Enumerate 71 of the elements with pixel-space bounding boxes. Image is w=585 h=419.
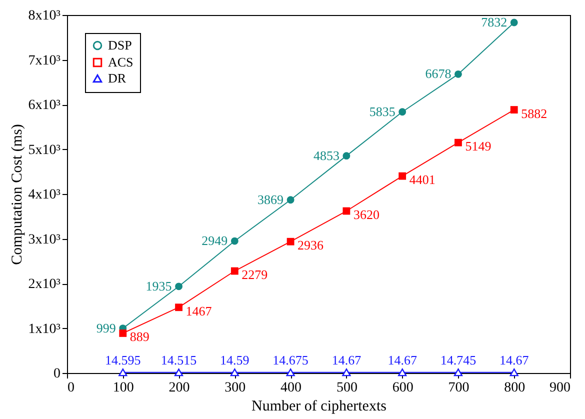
data-label: 14.515 [160,352,197,368]
x-tick-label: 800 [504,380,526,396]
x-axis-title: Number of ciphertexts [252,398,387,414]
point [342,207,350,215]
point [286,238,294,246]
data-label: 5149 [465,138,492,154]
data-label: 889 [130,329,150,344]
data-label: 14.595 [105,352,141,368]
x-tick-label: 200 [168,380,190,396]
x-tick-label: 300 [224,380,246,396]
point [398,172,406,180]
x-tick-label: 600 [392,380,414,396]
data-label: 14.59 [220,352,250,368]
legend-label: ACS [108,54,134,70]
point [454,138,462,146]
point [510,18,518,26]
point [510,368,518,376]
data-label: 14.675 [272,352,308,368]
point [230,267,238,275]
data-label: 14.67 [388,352,418,368]
point [230,368,239,376]
data-label: 2949 [202,233,228,248]
point [398,368,407,376]
point [230,237,238,245]
data-label: 3620 [353,207,380,222]
data-label: 14.745 [440,352,476,368]
point [454,70,462,78]
point [175,304,182,312]
data-label: 5882 [521,106,548,121]
point [510,106,518,114]
point [286,368,295,376]
y-tick-label: 2x10³ [28,277,60,292]
x-tick-label: 100 [112,380,134,396]
y-tick-label: 1x10³ [28,322,60,337]
legend-label: DR [108,70,126,86]
point [286,196,294,204]
point [175,282,182,290]
data-label: 2936 [298,238,324,253]
data-label: 7832 [481,14,508,30]
x-tick-label: 700 [448,380,470,396]
y-tick-label: 6x10³ [28,98,60,113]
y-axis-title: Computation Cost (ms) [9,124,26,265]
legend-label: DSP [108,38,132,52]
data-label: 5835 [369,104,396,119]
data-label: 4853 [313,148,340,163]
point [174,368,184,376]
data-label: 4401 [409,172,436,188]
data-label: 1935 [146,278,172,294]
y-tick-label: 0 [54,366,60,382]
point [119,330,127,337]
y-tick-label: 3x10³ [28,232,60,248]
point [342,152,350,160]
data-label: 14.67 [499,352,530,368]
data-label: 999 [96,320,116,336]
x-tick-label: 500 [336,380,358,396]
x-tick-label: 0 [68,380,74,396]
data-label: 2279 [242,267,268,282]
x-tick-label: 900 [550,380,570,396]
data-label: 14.67 [332,352,362,368]
x-tick-label: 400 [280,380,302,396]
y-tick-label: 7x10³ [28,53,60,68]
point [118,368,128,376]
data-label: 1467 [186,303,212,318]
point [454,368,463,376]
y-tick-label: 5x10³ [28,142,60,158]
point [398,108,406,116]
y-tick-label: 4x10³ [28,188,60,202]
y-tick-label: 8x10³ [28,8,60,24]
data-label: 6678 [425,66,452,82]
point [342,368,351,376]
data-label: 3869 [258,192,284,207]
